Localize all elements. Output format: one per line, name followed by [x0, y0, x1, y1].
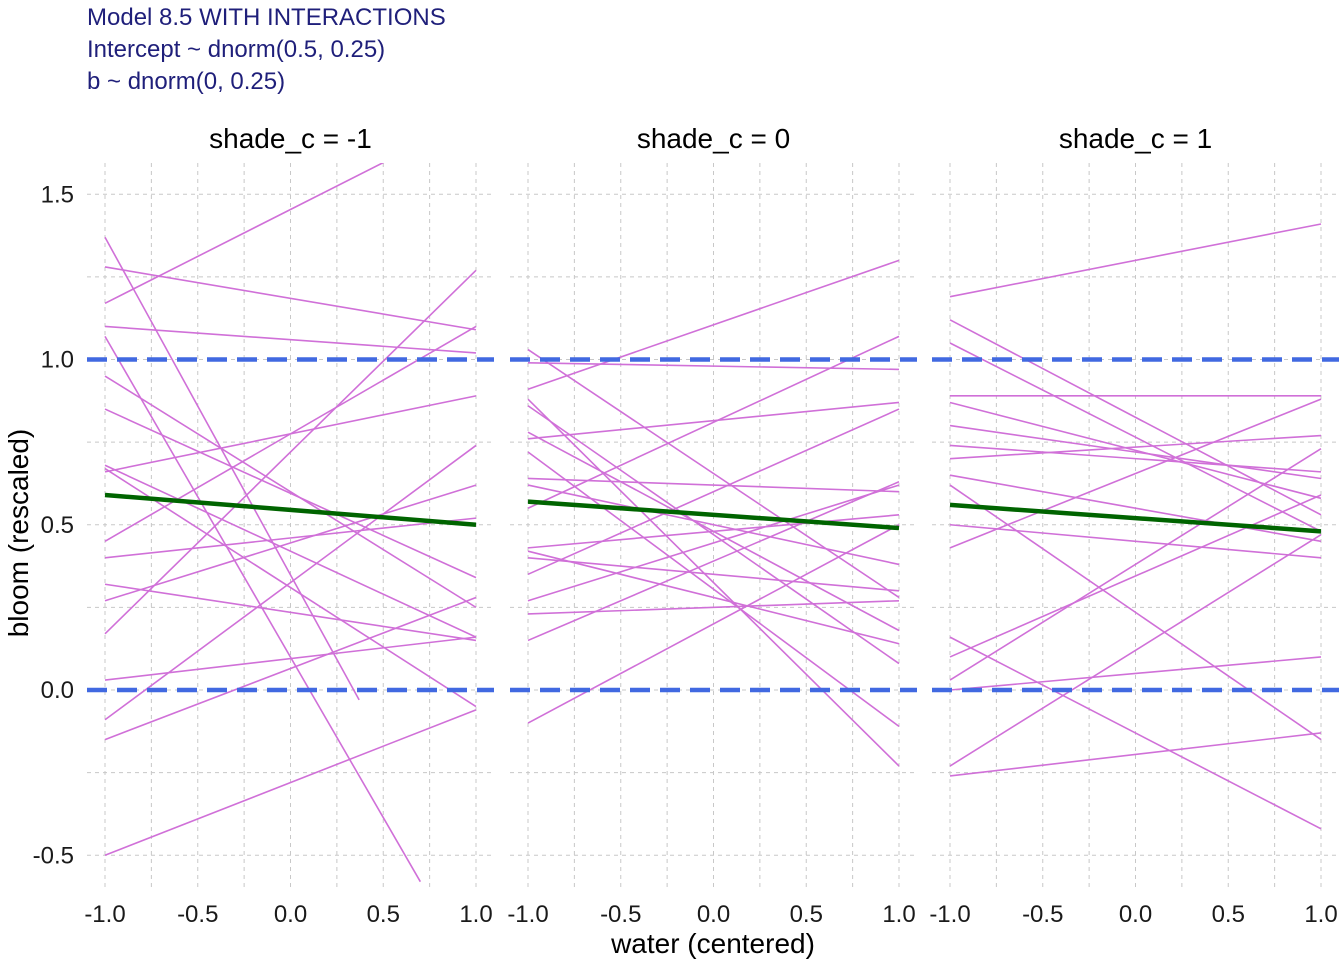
prior-line	[949, 656, 1322, 691]
prior-line	[104, 408, 477, 579]
facet-strip-label: shade_c = 0	[637, 123, 790, 154]
chart-title-block: Model 8.5 WITH INTERACTIONS Intercept ~ …	[87, 2, 446, 98]
x-tick-label: 0.0	[697, 901, 730, 928]
prior-line	[949, 434, 1322, 460]
prior-line	[104, 269, 477, 635]
prior-line	[104, 596, 477, 741]
prior-line	[949, 424, 1322, 480]
prior-lines-group	[527, 259, 900, 767]
x-tick-label: 0.5	[790, 901, 823, 928]
prior-line	[104, 484, 477, 602]
y-axis-title: bloom (rescaled)	[3, 429, 34, 638]
x-tick-label: 1.0	[1304, 901, 1337, 928]
prior-line	[949, 523, 1322, 559]
prior-line	[104, 467, 477, 708]
prior-line	[104, 583, 477, 642]
x-tick-label: 0.5	[367, 901, 400, 928]
prior-line	[527, 484, 900, 566]
prior-line	[949, 636, 1322, 830]
prior-line	[527, 335, 900, 509]
facet-panel: shade_c = 1 -1.0 -0.5 0.0 0.5 1.0	[929, 123, 1339, 928]
prior-line	[104, 335, 422, 883]
facet-panel: shade_c = 0 -1.0 -0.5 0.0 0.5 1.0	[507, 123, 917, 928]
prior-line	[527, 348, 900, 599]
prior-line	[104, 163, 385, 305]
x-tick-label: -1.0	[507, 901, 548, 928]
chart-subtitle-intercept-prior: Intercept ~ dnorm(0.5, 0.25)	[87, 36, 386, 63]
prior-line	[104, 325, 477, 542]
facet-strip-label: shade_c = -1	[209, 123, 372, 154]
x-tick-label: -1.0	[929, 901, 970, 928]
prior-line	[527, 362, 900, 371]
x-axis-title: water (centered)	[610, 928, 815, 959]
panel-grid	[932, 163, 1339, 888]
x-tick-label: 1.0	[459, 901, 492, 928]
y-tick-label: 0.0	[41, 677, 74, 704]
y-tick-label: 0.5	[41, 512, 74, 539]
panel-grid	[87, 163, 494, 888]
x-tick-label: -0.5	[177, 901, 218, 928]
prior-line	[104, 325, 477, 354]
prior-line	[104, 464, 477, 638]
prior-line	[527, 398, 900, 767]
prior-line	[949, 474, 1322, 543]
x-tick-label: -1.0	[84, 901, 125, 928]
chart-subtitle-slope-prior: b ~ dnorm(0, 0.25)	[87, 68, 286, 95]
prior-line	[949, 732, 1322, 777]
prior-lines-group	[949, 223, 1322, 830]
x-tick-label: 0.0	[1119, 901, 1152, 928]
prior-line	[527, 401, 900, 440]
prior-line	[104, 266, 477, 331]
facet-panel: shade_c = -1 -1.0 -0.5 0.0 0.5 1.0	[84, 123, 494, 928]
y-tick-label: 1.0	[41, 347, 74, 374]
prior-line	[527, 599, 900, 615]
prior-line	[949, 444, 1322, 473]
chart-title: Model 8.5 WITH INTERACTIONS	[87, 4, 446, 31]
prior-line	[527, 514, 900, 549]
prior-line	[104, 375, 477, 609]
mean-line	[104, 492, 477, 527]
prior-line	[949, 484, 1322, 741]
prior-line	[527, 481, 900, 642]
x-tick-label: -0.5	[1022, 901, 1063, 928]
prior-line	[949, 533, 1322, 767]
x-tick-label: 0.0	[274, 901, 307, 928]
prior-line	[527, 484, 900, 602]
prior-line	[949, 223, 1322, 298]
mean-line	[527, 499, 900, 531]
prior-line	[104, 517, 477, 559]
x-tick-label: 0.5	[1212, 901, 1245, 928]
prior-line	[527, 259, 900, 391]
prior-line	[949, 494, 1322, 658]
prior-line	[949, 342, 1322, 533]
prior-line	[527, 477, 900, 493]
prior-line	[949, 398, 1322, 549]
prior-line	[527, 550, 900, 645]
y-tick-label: -0.5	[33, 842, 74, 869]
mean-line	[949, 502, 1322, 534]
prior-line	[949, 448, 1322, 681]
x-tick-label: -0.5	[600, 901, 641, 928]
x-tick-label: 1.0	[882, 901, 915, 928]
prior-line	[949, 401, 1322, 500]
prior-line	[527, 405, 900, 665]
prior-line	[527, 557, 900, 592]
facet-strip-label: shade_c = 1	[1059, 123, 1212, 154]
prior-line	[104, 709, 477, 856]
prior-lines-group	[104, 163, 477, 883]
prior-line	[527, 408, 900, 576]
prior-line	[104, 444, 477, 721]
y-tick-label: 1.5	[41, 181, 74, 208]
prior-line	[104, 636, 477, 681]
